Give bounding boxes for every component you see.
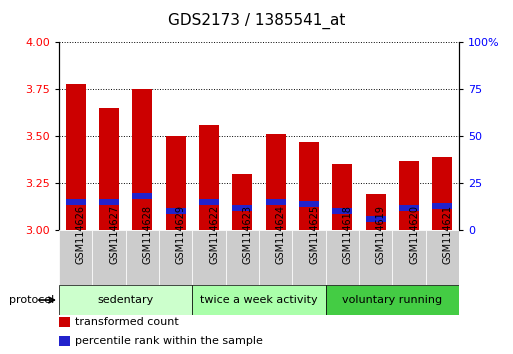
Bar — [92, 230, 126, 285]
Bar — [132, 193, 152, 199]
Text: GDS2173 / 1385541_at: GDS2173 / 1385541_at — [168, 12, 345, 29]
Bar — [432, 203, 452, 209]
Bar — [166, 209, 186, 214]
Bar — [399, 205, 419, 211]
Bar — [199, 125, 219, 230]
Text: GSM114620: GSM114620 — [409, 205, 419, 264]
Bar — [59, 317, 70, 327]
Bar — [166, 136, 186, 230]
Bar — [426, 230, 459, 285]
Bar — [59, 336, 70, 346]
Bar — [126, 230, 159, 285]
Text: GSM114622: GSM114622 — [209, 205, 219, 264]
Bar — [192, 230, 226, 285]
Bar — [326, 285, 459, 315]
Bar — [359, 230, 392, 285]
Text: GSM114627: GSM114627 — [109, 205, 119, 264]
Bar — [159, 230, 192, 285]
Bar — [266, 135, 286, 230]
Bar — [432, 157, 452, 230]
Bar — [332, 209, 352, 214]
Text: GSM114619: GSM114619 — [376, 205, 386, 264]
Bar — [326, 230, 359, 285]
Bar — [292, 230, 326, 285]
Text: GSM114621: GSM114621 — [442, 205, 452, 264]
Bar — [266, 199, 286, 205]
Text: GSM114618: GSM114618 — [343, 205, 352, 264]
Bar — [199, 199, 219, 205]
Text: twice a week activity: twice a week activity — [200, 295, 318, 305]
Bar — [226, 230, 259, 285]
Bar — [66, 199, 86, 205]
Bar — [99, 199, 119, 205]
Bar — [192, 285, 326, 315]
Bar — [59, 230, 92, 285]
Bar — [299, 142, 319, 230]
Bar — [232, 174, 252, 230]
Text: sedentary: sedentary — [97, 295, 154, 305]
Text: voluntary running: voluntary running — [342, 295, 443, 305]
Bar — [299, 201, 319, 207]
Text: percentile rank within the sample: percentile rank within the sample — [75, 336, 263, 346]
Bar — [259, 230, 292, 285]
Text: GSM114623: GSM114623 — [242, 205, 252, 264]
Bar — [392, 230, 426, 285]
Bar — [59, 285, 192, 315]
Bar — [232, 205, 252, 211]
Bar — [99, 108, 119, 230]
Bar — [66, 84, 86, 230]
Bar — [366, 194, 386, 230]
Bar — [366, 216, 386, 222]
Text: GSM114624: GSM114624 — [276, 205, 286, 264]
Text: GSM114628: GSM114628 — [143, 205, 152, 264]
Bar — [399, 161, 419, 230]
Text: transformed count: transformed count — [75, 317, 179, 327]
Bar — [132, 89, 152, 230]
Bar — [332, 164, 352, 230]
Text: protocol: protocol — [9, 295, 54, 305]
Text: GSM114626: GSM114626 — [76, 205, 86, 264]
Text: GSM114625: GSM114625 — [309, 205, 319, 264]
Text: GSM114629: GSM114629 — [175, 205, 186, 264]
